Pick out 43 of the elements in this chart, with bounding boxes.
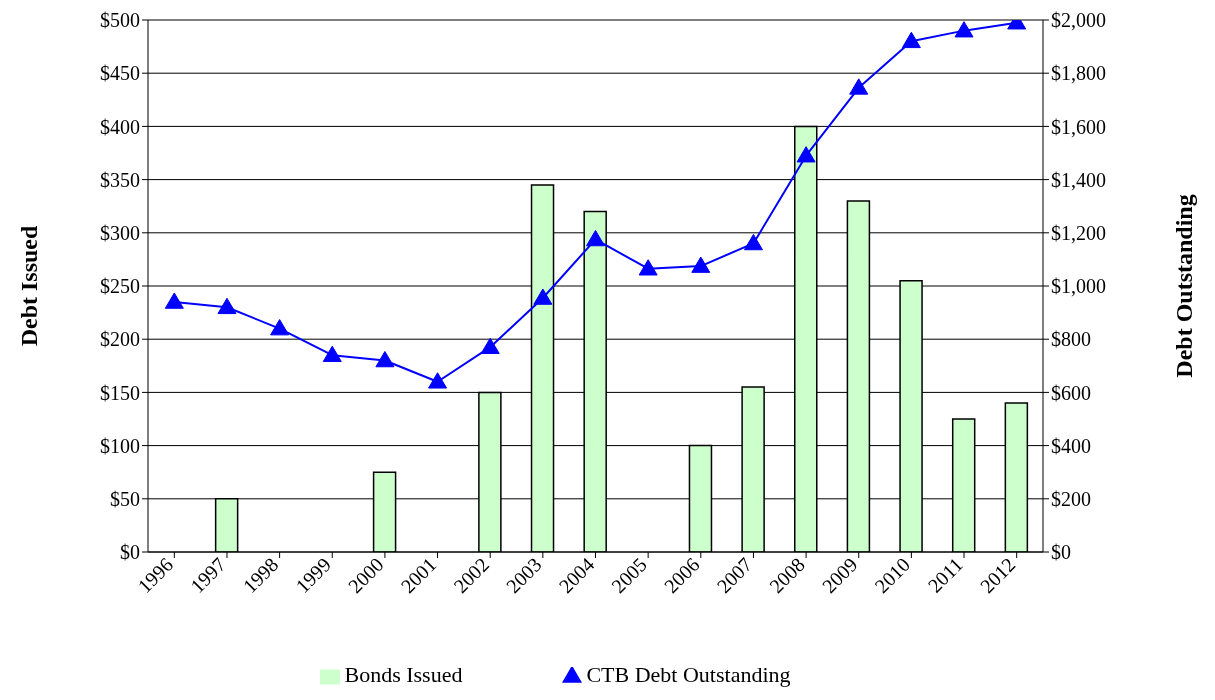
x-tick-label: 2011 bbox=[923, 553, 967, 597]
point bbox=[375, 350, 395, 368]
point bbox=[164, 292, 184, 309]
point bbox=[796, 146, 816, 163]
point bbox=[217, 297, 237, 315]
y2-tick-label: $0 bbox=[1051, 541, 1071, 564]
y2-tick-label: $2,000 bbox=[1051, 9, 1106, 32]
y-tick-label: $100 bbox=[100, 434, 140, 457]
y-tick-label: $0 bbox=[120, 541, 140, 564]
y-tick-label: $500 bbox=[100, 9, 140, 32]
point bbox=[533, 288, 553, 305]
point bbox=[691, 256, 711, 273]
y2-tick-label: $1,800 bbox=[1051, 62, 1106, 85]
legend-label: CTB Debt Outstanding bbox=[586, 662, 791, 687]
point bbox=[322, 345, 342, 362]
point bbox=[480, 337, 500, 354]
y-tick-label: $50 bbox=[110, 487, 140, 510]
y-axis-title: Debt Issued bbox=[15, 225, 42, 347]
y-tick-label: $150 bbox=[100, 381, 140, 404]
x-tick-label: 1999 bbox=[291, 553, 336, 598]
y2-axis-title: Debt Outstanding bbox=[1170, 194, 1197, 378]
point bbox=[743, 233, 763, 251]
y2-tick-label: $1,000 bbox=[1051, 275, 1106, 298]
y-tick-label: $450 bbox=[100, 62, 140, 85]
y2-tick-label: $1,400 bbox=[1051, 168, 1106, 191]
y-tick-label: $300 bbox=[100, 221, 140, 244]
y2-tick-label: $1,200 bbox=[1051, 221, 1106, 244]
point bbox=[849, 78, 869, 95]
point bbox=[270, 319, 290, 336]
y-tick-label: $400 bbox=[100, 115, 140, 138]
point bbox=[586, 229, 605, 247]
legend-label: Bonds Issued bbox=[344, 662, 463, 687]
point bbox=[954, 21, 974, 38]
point bbox=[638, 259, 658, 276]
point bbox=[428, 372, 448, 389]
y2-tick-label: $400 bbox=[1051, 434, 1091, 457]
y-tick-label: $200 bbox=[100, 328, 140, 351]
y-tick-label: $250 bbox=[100, 275, 140, 298]
y-tick-label: $350 bbox=[100, 168, 140, 191]
y2-tick-label: $800 bbox=[1051, 328, 1091, 351]
y2-tick-label: $1,600 bbox=[1051, 115, 1106, 138]
y2-tick-label: $200 bbox=[1051, 487, 1091, 510]
y2-tick-label: $600 bbox=[1051, 381, 1091, 404]
